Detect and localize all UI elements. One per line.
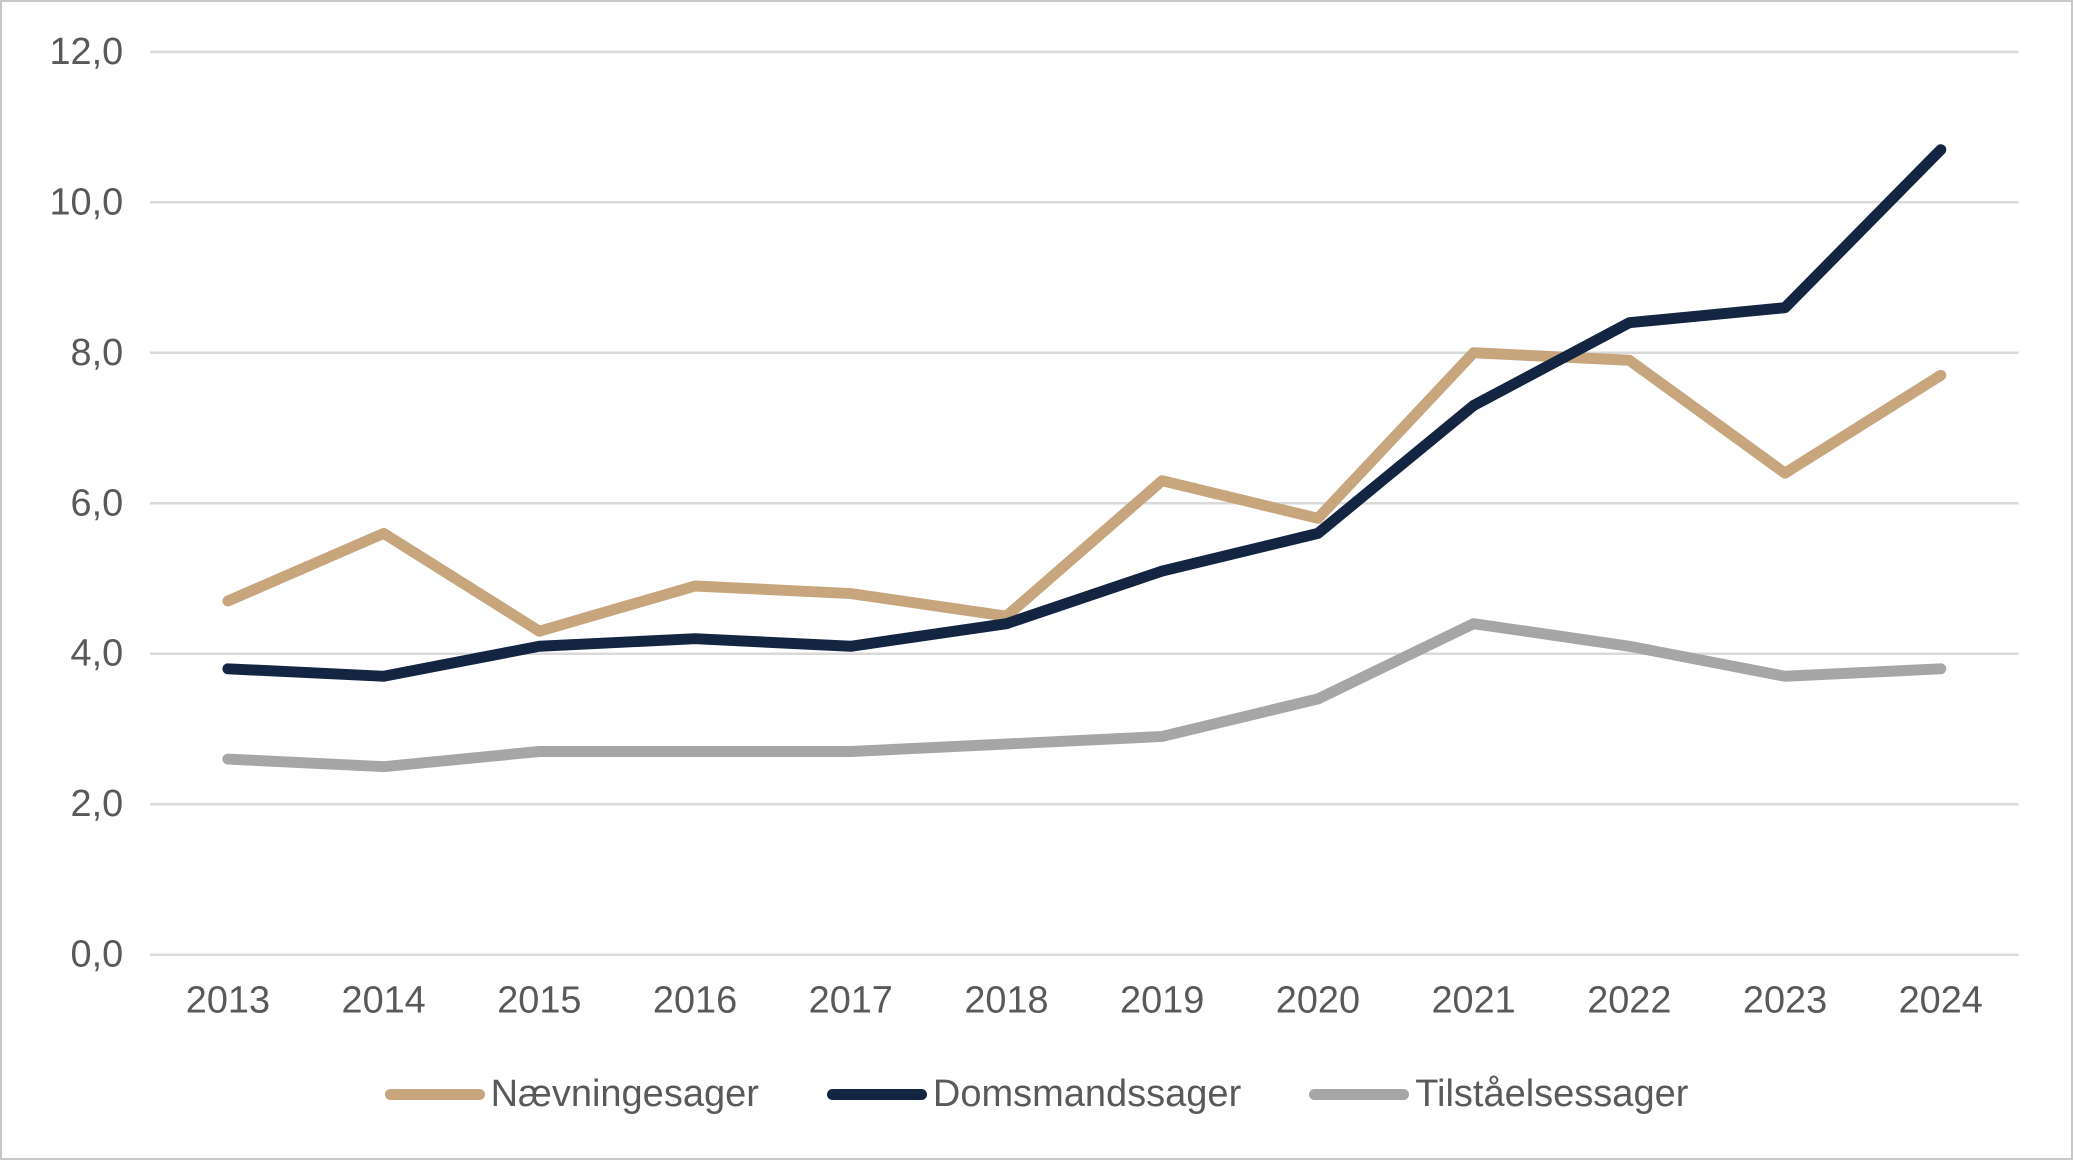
x-tick-label-2018: 2018 — [964, 980, 1048, 1022]
legend-item-naevningesager: Nævningesager — [384, 1073, 759, 1115]
y-tick-label-12,0: 12,0 — [49, 31, 123, 73]
x-tick-label-2017: 2017 — [809, 980, 893, 1022]
legend-label-tilstaaelsessager: Tilståelsessager — [1415, 1073, 1689, 1115]
y-tick-label-2,0: 2,0 — [71, 783, 124, 825]
y-tick-label-10,0: 10,0 — [49, 181, 123, 223]
x-tick-label-2019: 2019 — [1120, 980, 1204, 1022]
y-tick-label-0,0: 0,0 — [71, 934, 124, 976]
y-tick-label-8,0: 8,0 — [71, 332, 124, 374]
legend-swatch-naevningesager — [384, 1088, 485, 1100]
x-tick-label-2016: 2016 — [653, 980, 737, 1022]
chart-legend: Nævningesager Domsmandssager Tilståelses… — [2, 1068, 2071, 1120]
x-tick-label-2022: 2022 — [1587, 980, 1671, 1022]
y-tick-label-4,0: 4,0 — [71, 633, 124, 675]
legend-item-domsmandssager: Domsmandssager — [826, 1073, 1242, 1115]
series-line-nævningesager — [222, 347, 1947, 637]
x-tick-label-2013: 2013 — [186, 980, 270, 1022]
legend-item-tilstaaelsessager: Tilståelsessager — [1309, 1075, 1688, 1113]
legend-label-domsmandssager: Domsmandssager — [932, 1073, 1242, 1115]
x-tick-label-2015: 2015 — [497, 980, 581, 1022]
x-tick-label-2014: 2014 — [342, 980, 426, 1022]
x-tick-label-2023: 2023 — [1743, 980, 1827, 1022]
x-tick-label-2021: 2021 — [1431, 980, 1515, 1022]
legend-label-naevningesager: Nævningesager — [490, 1073, 759, 1115]
legend-swatch-domsmandssager — [826, 1088, 927, 1100]
y-tick-label-6,0: 6,0 — [71, 482, 124, 524]
series-line-domsmandssager — [222, 144, 1947, 682]
x-tick-label-2024: 2024 — [1899, 980, 1983, 1022]
x-tick-label-2020: 2020 — [1276, 980, 1360, 1022]
series-line-tilståelsessager — [222, 618, 1947, 773]
legend-swatch-tilstaaelsessager — [1309, 1088, 1410, 1100]
